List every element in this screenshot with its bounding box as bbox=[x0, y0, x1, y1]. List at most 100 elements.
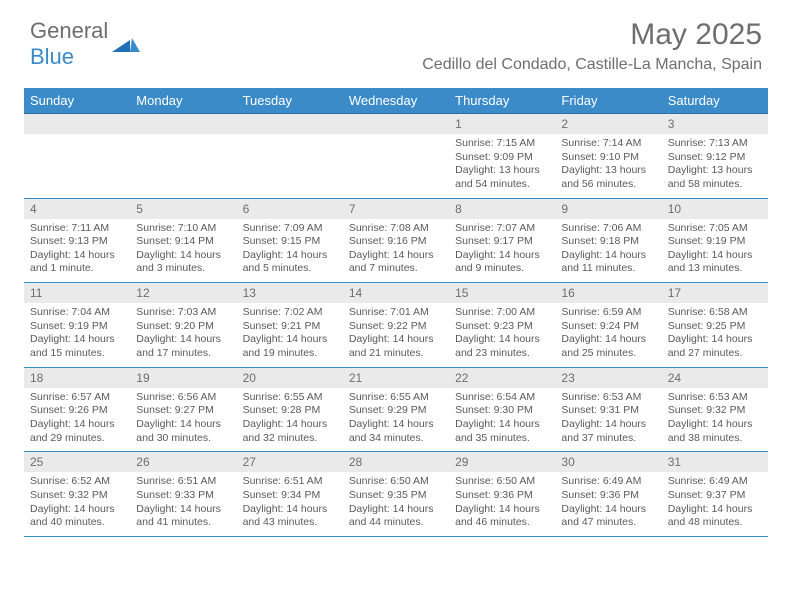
calendar-day-cell: 31Sunrise: 6:49 AMSunset: 9:37 PMDayligh… bbox=[662, 452, 768, 537]
calendar-day-cell bbox=[130, 114, 236, 199]
daylight-line: Daylight: 14 hours and 27 minutes. bbox=[668, 333, 762, 360]
daylight-line: Daylight: 14 hours and 23 minutes. bbox=[455, 333, 549, 360]
calendar-day-cell: 3Sunrise: 7:13 AMSunset: 9:12 PMDaylight… bbox=[662, 114, 768, 199]
calendar-day-cell: 11Sunrise: 7:04 AMSunset: 9:19 PMDayligh… bbox=[24, 283, 130, 368]
day-details: Sunrise: 6:58 AMSunset: 9:25 PMDaylight:… bbox=[662, 303, 768, 367]
day-number: 3 bbox=[662, 114, 768, 134]
daylight-line: Daylight: 13 hours and 54 minutes. bbox=[455, 164, 549, 191]
calendar-day-cell: 18Sunrise: 6:57 AMSunset: 9:26 PMDayligh… bbox=[24, 367, 130, 452]
title-block: May 2025 Cedillo del Condado, Castille-L… bbox=[422, 18, 762, 74]
day-details: Sunrise: 7:07 AMSunset: 9:17 PMDaylight:… bbox=[449, 219, 555, 283]
sunrise-line: Sunrise: 6:55 AM bbox=[349, 391, 443, 405]
day-details: Sunrise: 6:50 AMSunset: 9:35 PMDaylight:… bbox=[343, 472, 449, 536]
sunset-line: Sunset: 9:21 PM bbox=[243, 320, 337, 334]
daylight-line: Daylight: 14 hours and 48 minutes. bbox=[668, 503, 762, 530]
calendar-day-cell bbox=[343, 114, 449, 199]
sunrise-line: Sunrise: 6:50 AM bbox=[349, 475, 443, 489]
calendar-day-cell bbox=[237, 114, 343, 199]
calendar-day-cell: 26Sunrise: 6:51 AMSunset: 9:33 PMDayligh… bbox=[130, 452, 236, 537]
sunset-line: Sunset: 9:26 PM bbox=[30, 404, 124, 418]
daylight-line: Daylight: 14 hours and 41 minutes. bbox=[136, 503, 230, 530]
brand-logo: General Blue bbox=[30, 18, 140, 70]
sunrise-line: Sunrise: 6:50 AM bbox=[455, 475, 549, 489]
calendar-day-cell: 6Sunrise: 7:09 AMSunset: 9:15 PMDaylight… bbox=[237, 198, 343, 283]
day-number: 28 bbox=[343, 452, 449, 472]
daylight-line: Daylight: 13 hours and 58 minutes. bbox=[668, 164, 762, 191]
day-number: 13 bbox=[237, 283, 343, 303]
day-details: Sunrise: 7:01 AMSunset: 9:22 PMDaylight:… bbox=[343, 303, 449, 367]
sunrise-line: Sunrise: 7:08 AM bbox=[349, 222, 443, 236]
day-details: Sunrise: 6:59 AMSunset: 9:24 PMDaylight:… bbox=[555, 303, 661, 367]
day-number: 15 bbox=[449, 283, 555, 303]
sunset-line: Sunset: 9:09 PM bbox=[455, 151, 549, 165]
day-number: 12 bbox=[130, 283, 236, 303]
calendar-day-cell: 23Sunrise: 6:53 AMSunset: 9:31 PMDayligh… bbox=[555, 367, 661, 452]
location-subtitle: Cedillo del Condado, Castille-La Mancha,… bbox=[422, 56, 762, 74]
sunrise-line: Sunrise: 6:49 AM bbox=[668, 475, 762, 489]
calendar-week-row: 25Sunrise: 6:52 AMSunset: 9:32 PMDayligh… bbox=[24, 452, 768, 537]
brand-mark-icon bbox=[112, 32, 140, 57]
sunrise-line: Sunrise: 7:04 AM bbox=[30, 306, 124, 320]
daylight-line: Daylight: 14 hours and 43 minutes. bbox=[243, 503, 337, 530]
sunset-line: Sunset: 9:34 PM bbox=[243, 489, 337, 503]
day-details: Sunrise: 7:09 AMSunset: 9:15 PMDaylight:… bbox=[237, 219, 343, 283]
sunrise-line: Sunrise: 7:06 AM bbox=[561, 222, 655, 236]
calendar-day-cell: 19Sunrise: 6:56 AMSunset: 9:27 PMDayligh… bbox=[130, 367, 236, 452]
sunrise-line: Sunrise: 7:15 AM bbox=[455, 137, 549, 151]
day-details: Sunrise: 7:10 AMSunset: 9:14 PMDaylight:… bbox=[130, 219, 236, 283]
calendar-day-cell: 8Sunrise: 7:07 AMSunset: 9:17 PMDaylight… bbox=[449, 198, 555, 283]
calendar-table: SundayMondayTuesdayWednesdayThursdayFrid… bbox=[24, 88, 768, 537]
day-of-week-header: Tuesday bbox=[237, 88, 343, 114]
sunrise-line: Sunrise: 6:51 AM bbox=[136, 475, 230, 489]
calendar-day-cell: 27Sunrise: 6:51 AMSunset: 9:34 PMDayligh… bbox=[237, 452, 343, 537]
daylight-line: Daylight: 14 hours and 11 minutes. bbox=[561, 249, 655, 276]
sunrise-line: Sunrise: 6:57 AM bbox=[30, 391, 124, 405]
sunrise-line: Sunrise: 7:05 AM bbox=[668, 222, 762, 236]
sunrise-line: Sunrise: 7:14 AM bbox=[561, 137, 655, 151]
sunrise-line: Sunrise: 6:53 AM bbox=[561, 391, 655, 405]
sunset-line: Sunset: 9:12 PM bbox=[668, 151, 762, 165]
day-details: Sunrise: 6:50 AMSunset: 9:36 PMDaylight:… bbox=[449, 472, 555, 536]
sunset-line: Sunset: 9:37 PM bbox=[668, 489, 762, 503]
sunset-line: Sunset: 9:27 PM bbox=[136, 404, 230, 418]
day-number: 16 bbox=[555, 283, 661, 303]
sunset-line: Sunset: 9:32 PM bbox=[30, 489, 124, 503]
sunrise-line: Sunrise: 6:52 AM bbox=[30, 475, 124, 489]
daylight-line: Daylight: 14 hours and 15 minutes. bbox=[30, 333, 124, 360]
sunset-line: Sunset: 9:13 PM bbox=[30, 235, 124, 249]
day-details: Sunrise: 7:14 AMSunset: 9:10 PMDaylight:… bbox=[555, 134, 661, 198]
sunrise-line: Sunrise: 7:07 AM bbox=[455, 222, 549, 236]
calendar-day-cell: 4Sunrise: 7:11 AMSunset: 9:13 PMDaylight… bbox=[24, 198, 130, 283]
calendar-day-cell: 13Sunrise: 7:02 AMSunset: 9:21 PMDayligh… bbox=[237, 283, 343, 368]
day-number: 11 bbox=[24, 283, 130, 303]
calendar-day-cell: 10Sunrise: 7:05 AMSunset: 9:19 PMDayligh… bbox=[662, 198, 768, 283]
day-of-week-row: SundayMondayTuesdayWednesdayThursdayFrid… bbox=[24, 88, 768, 114]
day-of-week-header: Monday bbox=[130, 88, 236, 114]
daylight-line: Daylight: 14 hours and 34 minutes. bbox=[349, 418, 443, 445]
sunset-line: Sunset: 9:24 PM bbox=[561, 320, 655, 334]
day-number: 2 bbox=[555, 114, 661, 134]
day-number: 17 bbox=[662, 283, 768, 303]
daylight-line: Daylight: 14 hours and 17 minutes. bbox=[136, 333, 230, 360]
calendar-day-cell bbox=[24, 114, 130, 199]
daylight-line: Daylight: 14 hours and 9 minutes. bbox=[455, 249, 549, 276]
day-of-week-header: Friday bbox=[555, 88, 661, 114]
sunset-line: Sunset: 9:10 PM bbox=[561, 151, 655, 165]
day-details: Sunrise: 7:08 AMSunset: 9:16 PMDaylight:… bbox=[343, 219, 449, 283]
daylight-line: Daylight: 14 hours and 47 minutes. bbox=[561, 503, 655, 530]
day-details: Sunrise: 6:51 AMSunset: 9:33 PMDaylight:… bbox=[130, 472, 236, 536]
daylight-line: Daylight: 14 hours and 3 minutes. bbox=[136, 249, 230, 276]
daylight-line: Daylight: 14 hours and 37 minutes. bbox=[561, 418, 655, 445]
day-details: Sunrise: 6:56 AMSunset: 9:27 PMDaylight:… bbox=[130, 388, 236, 452]
day-details: Sunrise: 7:06 AMSunset: 9:18 PMDaylight:… bbox=[555, 219, 661, 283]
calendar-day-cell: 7Sunrise: 7:08 AMSunset: 9:16 PMDaylight… bbox=[343, 198, 449, 283]
daylight-line: Daylight: 14 hours and 21 minutes. bbox=[349, 333, 443, 360]
sunset-line: Sunset: 9:36 PM bbox=[561, 489, 655, 503]
daylight-line: Daylight: 14 hours and 7 minutes. bbox=[349, 249, 443, 276]
day-number: 7 bbox=[343, 199, 449, 219]
sunrise-line: Sunrise: 7:03 AM bbox=[136, 306, 230, 320]
day-details: Sunrise: 7:13 AMSunset: 9:12 PMDaylight:… bbox=[662, 134, 768, 198]
day-number: 21 bbox=[343, 368, 449, 388]
day-number: 19 bbox=[130, 368, 236, 388]
day-details: Sunrise: 7:05 AMSunset: 9:19 PMDaylight:… bbox=[662, 219, 768, 283]
